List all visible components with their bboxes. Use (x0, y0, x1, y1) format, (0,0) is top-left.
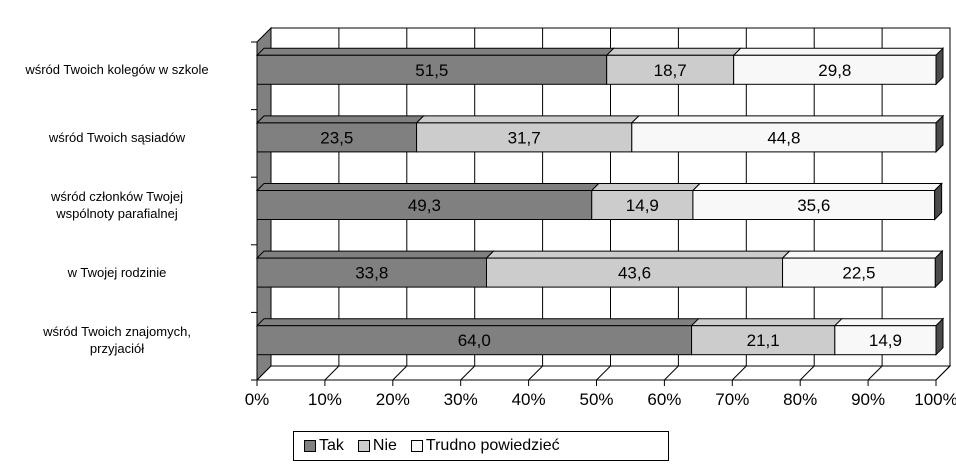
legend-swatch-nie (357, 440, 370, 452)
gridline-floor (528, 365, 543, 381)
bar-segment (834, 325, 937, 356)
data-label: 21,1 (747, 331, 780, 350)
data-label: 14,9 (869, 331, 902, 350)
data-label: 49,3 (408, 196, 441, 215)
bar-segment (733, 54, 937, 85)
bar-segment (486, 257, 784, 288)
bar-top (781, 250, 944, 259)
category-label: wśród Twoich kolegów w szkole (25, 62, 209, 78)
gridline-floor (867, 365, 883, 381)
bar-segment (691, 325, 836, 356)
bar-top (255, 115, 425, 124)
gridline-floor (324, 365, 340, 381)
chart-svg: 0% 10% 20% 30% 40% 50% 60% 70% 80% 90% 100% 51,5 18,… (245, 26, 956, 409)
category-label: w Twojej rodzinie (67, 265, 167, 281)
bar-end (934, 182, 943, 221)
legend-item-tak: Tak (304, 437, 344, 455)
x-tick-label: 90% (851, 390, 885, 409)
bar-top (485, 250, 791, 259)
bar-top (732, 47, 945, 56)
gridline-floor (799, 365, 815, 381)
legend: Tak Nie Trudno powiedzieć (293, 431, 669, 461)
data-label: 31,7 (508, 128, 541, 147)
bar-segment (606, 54, 735, 85)
category-label: wśród członków Twojej wspólnoty parafial… (51, 189, 183, 221)
gridline-floor (664, 365, 679, 381)
data-label: 44,8 (767, 128, 800, 147)
x-tick-label: 0% (245, 390, 270, 409)
bar-end (935, 114, 944, 154)
data-label: 14,9 (626, 196, 659, 215)
x-tick-label: 20% (376, 390, 410, 409)
bar-top (691, 183, 943, 191)
category-label: wśród Twoich sąsiadów (48, 129, 186, 145)
x-tick-label: 70% (715, 390, 749, 409)
data-label: 33,8 (355, 264, 388, 283)
category-label: wśród Twoich znajomych, przyjaciół (43, 324, 191, 357)
gridline-floor (935, 365, 951, 381)
bar-end (935, 317, 944, 356)
bar-top (255, 183, 600, 191)
bar-top (605, 47, 742, 56)
data-label: 23,5 (320, 128, 353, 147)
bar-segment (692, 190, 936, 220)
bar-segment (631, 122, 937, 153)
gridline-floor (596, 365, 611, 381)
bar-top (630, 115, 945, 124)
data-label: 35,6 (797, 196, 830, 215)
bar-top (415, 115, 641, 124)
legend-swatch-tak (304, 440, 316, 452)
data-label: 43,6 (618, 264, 651, 283)
gridline-floor (392, 365, 408, 381)
data-label: 51,5 (415, 61, 448, 80)
x-tick-label: 100% (914, 390, 956, 409)
bar-top (255, 47, 615, 56)
legend-label-nie: Nie (372, 437, 397, 454)
data-label: 22,5 (842, 264, 875, 283)
legend-swatch-trudno (410, 440, 423, 452)
gridline-floor (460, 365, 476, 381)
x-tick-label: 80% (783, 390, 817, 409)
data-label: 18,7 (654, 61, 687, 80)
bar-top (690, 318, 844, 327)
bar-segment (416, 122, 633, 153)
bar-end (934, 249, 943, 289)
data-label: 29,8 (818, 61, 851, 80)
bar-top (833, 318, 945, 327)
bar-top (255, 250, 495, 259)
gridline-floor (731, 365, 747, 381)
bar-segment (256, 54, 608, 85)
x-tick-label: 40% (512, 390, 546, 409)
legend-label-tak: Tak (319, 437, 344, 454)
x-tick-label: 50% (579, 390, 613, 409)
bar-end (935, 47, 944, 86)
x-tick-label: 60% (647, 390, 681, 409)
bar-top (255, 318, 700, 327)
x-tick-label: 10% (308, 390, 342, 409)
bar-segment (591, 190, 694, 220)
legend-item-nie: Nie (357, 437, 397, 455)
x-tick-label: 30% (444, 390, 478, 409)
bar-top (590, 183, 702, 191)
legend-item-trudno: Trudno powiedzieć (410, 437, 560, 455)
data-label: 64,0 (458, 331, 491, 350)
bar-segment (256, 257, 488, 288)
legend-label-trudno: Trudno powiedzieć (425, 437, 560, 454)
